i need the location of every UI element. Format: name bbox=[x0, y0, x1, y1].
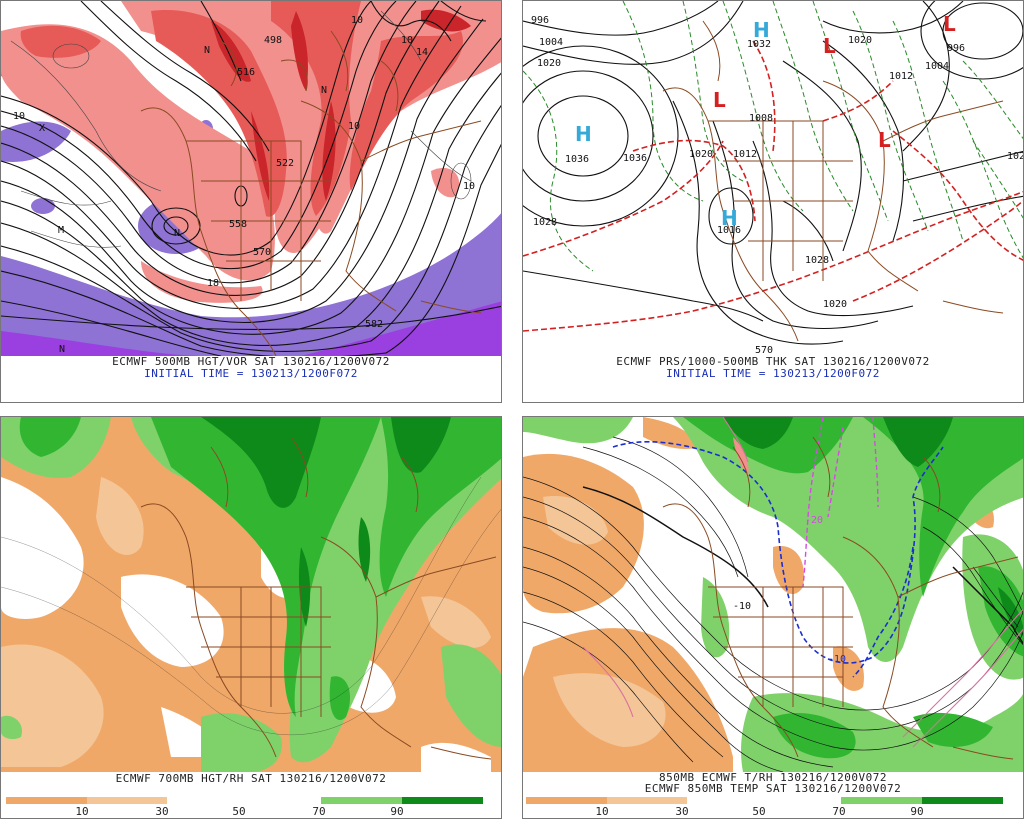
isobar-label: 996 bbox=[531, 15, 549, 26]
contour-label: 498 bbox=[264, 35, 282, 46]
colorbar-tick: 10 bbox=[75, 805, 89, 818]
low-pressure-center: L bbox=[823, 34, 836, 58]
map-500mb-vorticity: 498 516 522 558 570 582 10 10 10 10 10 1… bbox=[1, 1, 501, 356]
isobar-label: 1004 bbox=[925, 61, 949, 72]
negative-vorticity-region bbox=[1, 213, 501, 356]
colorbar-tick: 50 bbox=[232, 805, 246, 818]
low-pressure-center: L bbox=[878, 128, 891, 152]
isobar-label: 1036 bbox=[623, 153, 647, 164]
isobar-label: 996 bbox=[947, 43, 965, 54]
colorbar-tick: 90 bbox=[910, 805, 924, 818]
isobar-label: 1020 bbox=[689, 149, 713, 160]
isobar-label: 1020 bbox=[823, 299, 847, 310]
panel-700mb-rh: ECMWF 700MB HGT/RH SAT 130216/1200V072 1… bbox=[0, 416, 502, 819]
high-pressure-center: H bbox=[721, 206, 738, 230]
colorbar-tick: 70 bbox=[832, 805, 846, 818]
colorbar-tick: 30 bbox=[675, 805, 689, 818]
contour-label: N bbox=[204, 45, 210, 56]
contour-label: 522 bbox=[276, 158, 294, 169]
contour-label: 10 bbox=[348, 121, 360, 132]
isobar-label: 1008 bbox=[749, 113, 773, 124]
contour-label: 10 bbox=[351, 15, 363, 26]
low-pressure-center: L bbox=[943, 12, 956, 36]
panel-title: 850MB ECMWF T/RH 130216/1200V072 bbox=[659, 771, 887, 784]
isobar-label: 1004 bbox=[539, 37, 563, 48]
isotherm-label: -10 bbox=[828, 654, 846, 665]
colorbar-tick: 30 bbox=[155, 805, 169, 818]
contour-label: N bbox=[59, 344, 65, 355]
isotherm-label: -20 bbox=[805, 515, 823, 526]
panel-500mb-vorticity: 498 516 522 558 570 582 10 10 10 10 10 1… bbox=[0, 0, 502, 403]
isobar-label: 1020 bbox=[848, 35, 872, 46]
isobar-label: 1028 bbox=[533, 217, 557, 228]
contour-label: 582 bbox=[365, 319, 383, 330]
contour-label: 10 bbox=[13, 111, 25, 122]
map-pressure-thickness: H H H L L L L 1036 1016 1032 996 996 100… bbox=[523, 1, 1024, 356]
contour-label: 516 bbox=[237, 67, 255, 78]
contour-label: N bbox=[321, 85, 327, 96]
panel-850mb-temp-rh: -10 -20 -10 850MB ECMWF T/RH 130216/1200… bbox=[522, 416, 1024, 819]
map-850mb-temp-rh: -10 -20 -10 bbox=[523, 417, 1023, 772]
contour-label: X bbox=[39, 123, 45, 134]
colorbar-tick: 50 bbox=[752, 805, 766, 818]
contour-label: 10 bbox=[463, 181, 475, 192]
colorbar-tick: 10 bbox=[595, 805, 609, 818]
center-value: 1032 bbox=[747, 39, 771, 50]
contour-label: 570 bbox=[253, 247, 271, 258]
panel-title: ECMWF 500MB HGT/VOR SAT 130216/1200V072 bbox=[112, 355, 390, 368]
isobar-label: 1012 bbox=[733, 149, 757, 160]
low-pressure-center: L bbox=[713, 88, 726, 112]
initial-time: INITIAL TIME = 130213/1200F072 bbox=[144, 367, 358, 380]
colorbar-tick: 90 bbox=[390, 805, 404, 818]
initial-time: INITIAL TIME = 130213/1200F072 bbox=[666, 367, 880, 380]
contour-label: 18 bbox=[207, 278, 219, 289]
contour-label: 14 bbox=[416, 47, 428, 58]
isotherm-label: -10 bbox=[733, 601, 751, 612]
positive-vorticity-region bbox=[1, 24, 275, 281]
high-pressure-center: H bbox=[575, 122, 592, 146]
panel-sea-level-pressure-thickness: H H H L L L L 1036 1016 1032 996 996 100… bbox=[522, 0, 1024, 403]
map-700mb-rh bbox=[1, 417, 501, 772]
isobar-label: 1012 bbox=[889, 71, 913, 82]
isobar-label: 1028 bbox=[805, 255, 829, 266]
contour-label: 558 bbox=[229, 219, 247, 230]
colorbar-tick: 70 bbox=[312, 805, 326, 818]
panel-title: ECMWF PRS/1000-500MB THK SAT 130216/1200… bbox=[616, 355, 930, 368]
contour-label: N bbox=[174, 228, 180, 239]
high-pressure-center: H bbox=[753, 18, 770, 42]
center-value: 1016 bbox=[717, 225, 741, 236]
contour-label: 10 bbox=[401, 35, 413, 46]
contour-label: M bbox=[58, 225, 64, 236]
isobar-label: 1020 bbox=[537, 58, 561, 69]
rh-colorbar: 10 30 50 70 90 bbox=[6, 797, 483, 818]
rh-colorbar: 10 30 50 70 90 bbox=[526, 797, 1003, 818]
thickness-label: 570 bbox=[755, 345, 773, 356]
isobar-label: 102 bbox=[1007, 151, 1024, 162]
panel-title: ECMWF 700MB HGT/RH SAT 130216/1200V072 bbox=[115, 772, 387, 785]
center-value: 1036 bbox=[565, 154, 589, 165]
panel-subtitle: ECMWF 850MB TEMP SAT 130216/1200V072 bbox=[644, 782, 902, 795]
